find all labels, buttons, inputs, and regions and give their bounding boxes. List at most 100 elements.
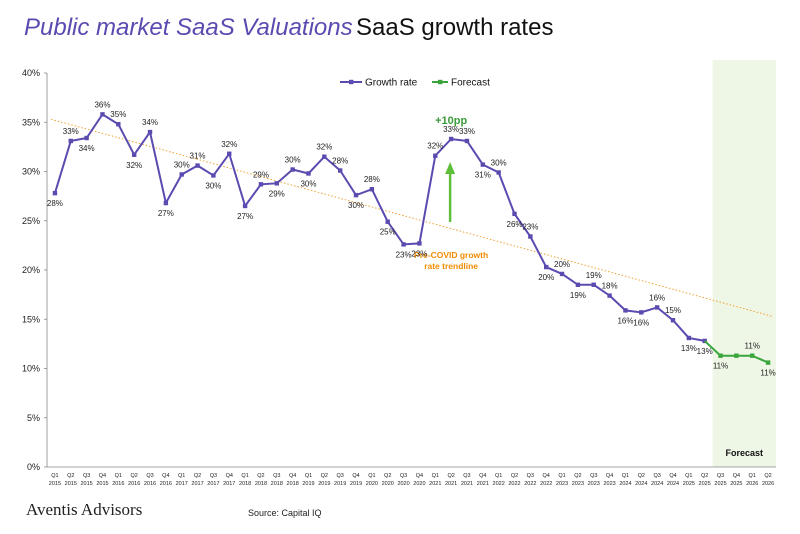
x-tick-label-year: 2016 [128, 481, 140, 487]
data-label: 11% [713, 362, 728, 371]
forecast-region-label: Forecast [726, 448, 764, 458]
x-tick-label-quarter: Q1 [115, 473, 122, 479]
data-point [528, 234, 533, 239]
data-label: 28% [47, 199, 63, 208]
x-tick-label-quarter: Q1 [432, 473, 439, 479]
data-label: 30% [300, 179, 316, 188]
x-tick-label-quarter: Q1 [51, 473, 58, 479]
data-label: 18% [602, 282, 618, 291]
x-tick-label-year: 2026 [746, 481, 758, 487]
data-point [512, 211, 517, 217]
data-point [654, 305, 660, 310]
data-label: 13% [697, 347, 713, 356]
x-tick-label-quarter: Q2 [384, 473, 391, 479]
data-point [496, 170, 501, 175]
data-label: 20% [554, 260, 570, 269]
data-label: 13% [681, 344, 697, 353]
data-point [559, 271, 565, 277]
x-tick-label-quarter: Q1 [749, 473, 756, 479]
x-tick-label-quarter: Q3 [337, 473, 344, 479]
x-tick-label-quarter: Q3 [210, 473, 217, 479]
x-tick-label-year: 2026 [762, 481, 774, 487]
data-point [639, 310, 644, 315]
data-point [306, 171, 311, 176]
data-label: 28% [332, 157, 348, 166]
data-label: 33% [443, 125, 459, 134]
x-tick-label-quarter: Q1 [495, 473, 502, 479]
legend-label-forecast: Forecast [451, 78, 490, 89]
y-tick-label: 15% [22, 314, 40, 324]
y-tick-label: 5% [27, 413, 40, 423]
x-tick-label-quarter: Q2 [638, 473, 645, 479]
data-point [670, 318, 676, 323]
data-label: 29% [269, 189, 285, 198]
x-tick-label-year: 2015 [80, 481, 92, 487]
data-point [147, 129, 153, 135]
data-label: 31% [475, 171, 491, 180]
x-tick-label-quarter: Q4 [416, 473, 423, 479]
data-label: 23% [411, 249, 427, 258]
data-point [353, 192, 359, 198]
data-point [322, 154, 327, 159]
x-tick-label-quarter: Q2 [194, 473, 201, 479]
x-tick-label-quarter: Q2 [67, 473, 74, 479]
x-tick-label-year: 2024 [667, 481, 679, 487]
x-tick-label-quarter: Q1 [685, 473, 692, 479]
x-tick-label-quarter: Q4 [733, 473, 740, 479]
data-label: 34% [142, 118, 158, 127]
x-tick-label-quarter: Q4 [162, 473, 169, 479]
trendline-label-line1: Pre-COVID growth [414, 250, 488, 260]
data-point [179, 172, 184, 177]
data-point [100, 112, 105, 117]
data-point [242, 203, 248, 209]
x-tick-label-quarter: Q2 [701, 473, 708, 479]
title-right: SaaS growth rates [356, 14, 554, 41]
x-tick-label-quarter: Q3 [400, 473, 407, 479]
x-tick-label-year: 2019 [334, 481, 346, 487]
data-point [385, 219, 390, 224]
x-tick-label-year: 2025 [683, 481, 695, 487]
x-tick-label-quarter: Q1 [558, 473, 565, 479]
x-tick-label-quarter: Q4 [606, 473, 613, 479]
x-tick-label-year: 2020 [382, 481, 394, 487]
data-point [433, 153, 438, 158]
x-tick-label-year: 2019 [318, 481, 330, 487]
data-label: 30% [205, 181, 221, 190]
x-tick-label-quarter: Q1 [622, 473, 629, 479]
x-tick-label-quarter: Q1 [178, 473, 185, 479]
trendline-label-line2: rate trendline [424, 261, 478, 271]
data-label: 25% [380, 228, 396, 237]
data-label: 35% [110, 110, 126, 119]
x-tick-label-quarter: Q1 [241, 473, 248, 479]
forecast-region [712, 60, 776, 467]
x-tick-label-year: 2023 [588, 481, 600, 487]
data-label: 26% [507, 220, 523, 229]
data-point [575, 282, 581, 287]
x-tick-label-quarter: Q3 [527, 473, 534, 479]
x-tick-label-year: 2015 [96, 481, 108, 487]
data-label: 29% [253, 170, 269, 179]
annotation-plus-10pp: +10pp [435, 115, 467, 127]
x-tick-label-year: 2018 [255, 481, 267, 487]
data-label: 30% [348, 201, 364, 210]
x-tick-label-quarter: Q4 [99, 473, 106, 479]
page-title: Public market SaaS Valuations SaaS growt… [24, 14, 553, 42]
data-point [718, 353, 723, 358]
data-label: 34% [79, 144, 95, 153]
data-label: 16% [633, 318, 649, 327]
x-tick-label-quarter: Q3 [590, 473, 597, 479]
data-point [84, 135, 89, 141]
x-tick-label-year: 2024 [619, 481, 631, 487]
data-point [765, 360, 771, 365]
y-tick-label: 10% [22, 364, 40, 374]
x-tick-label-year: 2020 [397, 481, 409, 487]
x-tick-label-year: 2025 [714, 481, 726, 487]
company-logo: Aventis Advisors [26, 500, 143, 519]
x-tick-label-year: 2023 [572, 481, 584, 487]
x-tick-label-year: 2023 [603, 481, 615, 487]
x-tick-label-year: 2017 [207, 481, 219, 487]
data-label: 16% [649, 293, 665, 302]
x-tick-label-year: 2018 [287, 481, 299, 487]
data-label: 19% [570, 291, 586, 300]
